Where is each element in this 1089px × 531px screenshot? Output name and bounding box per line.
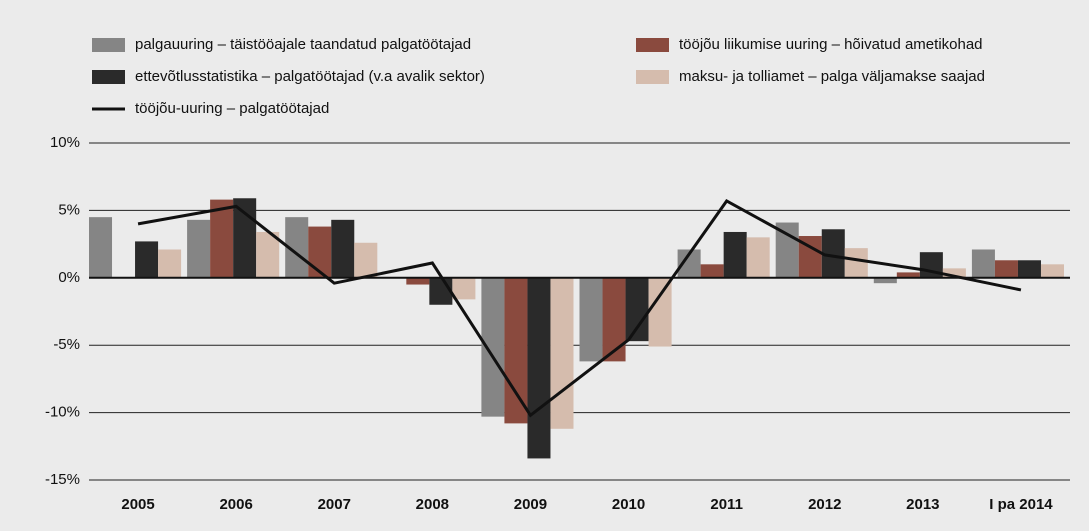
bar <box>798 236 822 278</box>
bar <box>406 277 430 285</box>
bar <box>527 277 551 459</box>
bar <box>942 268 966 278</box>
x-tick-label: I pa 2014 <box>989 496 1053 513</box>
bar <box>648 277 672 347</box>
x-tick-label: 2010 <box>612 496 645 513</box>
x-tick-label: 2007 <box>318 496 351 513</box>
bar <box>821 229 845 278</box>
bar <box>187 219 211 278</box>
bar <box>331 219 355 278</box>
x-tick-label: 2009 <box>514 496 547 513</box>
bar <box>971 249 995 278</box>
y-tick-label: -10% <box>45 404 80 421</box>
legend-label: tööjõu liikumise uuring – hõivatud ameti… <box>679 36 983 53</box>
bar <box>308 226 332 278</box>
bar <box>89 217 113 278</box>
bar <box>873 277 897 284</box>
bar <box>723 231 747 278</box>
legend-label: tööjõu-uuring – palgatöötajad <box>135 100 329 117</box>
bar <box>210 199 234 278</box>
legend-swatch <box>92 70 125 84</box>
bar <box>746 237 770 278</box>
y-tick-label: 5% <box>58 201 80 218</box>
bar <box>481 277 505 417</box>
bar <box>452 277 476 300</box>
bar <box>625 277 649 342</box>
x-tick-label: 2011 <box>710 496 743 513</box>
bar <box>135 241 159 278</box>
x-tick-label: 2008 <box>416 496 449 513</box>
y-tick-label: 0% <box>58 269 80 286</box>
legend-swatch <box>636 38 669 52</box>
y-tick-label: -15% <box>45 471 80 488</box>
bar <box>285 217 309 278</box>
bar <box>700 264 724 278</box>
bar <box>677 249 701 278</box>
y-tick-label: -5% <box>53 336 80 353</box>
legend-swatch <box>92 38 125 52</box>
legend-label: palgauuring – täistööajale taandatud pal… <box>135 36 471 53</box>
x-tick-label: 2012 <box>808 496 841 513</box>
x-tick-label: 2013 <box>906 496 939 513</box>
legend-label: ettevõtlusstatistika – palgatöötajad (v.… <box>135 68 485 85</box>
bar <box>354 242 378 278</box>
bar <box>233 198 257 278</box>
y-tick-label: 10% <box>50 134 80 151</box>
x-tick-label: 2006 <box>219 496 252 513</box>
bar <box>158 249 182 278</box>
bar <box>1040 264 1064 278</box>
bar <box>1017 260 1041 278</box>
line <box>137 199 1022 418</box>
bar <box>256 231 280 278</box>
bar <box>994 260 1018 278</box>
bar <box>602 277 626 362</box>
bar <box>844 248 868 278</box>
bar <box>579 277 603 362</box>
bar <box>896 272 920 278</box>
bar <box>550 277 574 429</box>
x-tick-label: 2005 <box>121 496 154 513</box>
legend-swatch <box>636 70 669 84</box>
legend-label: maksu- ja tolliamet – palga väljamakse s… <box>679 68 985 85</box>
bar <box>504 277 528 424</box>
